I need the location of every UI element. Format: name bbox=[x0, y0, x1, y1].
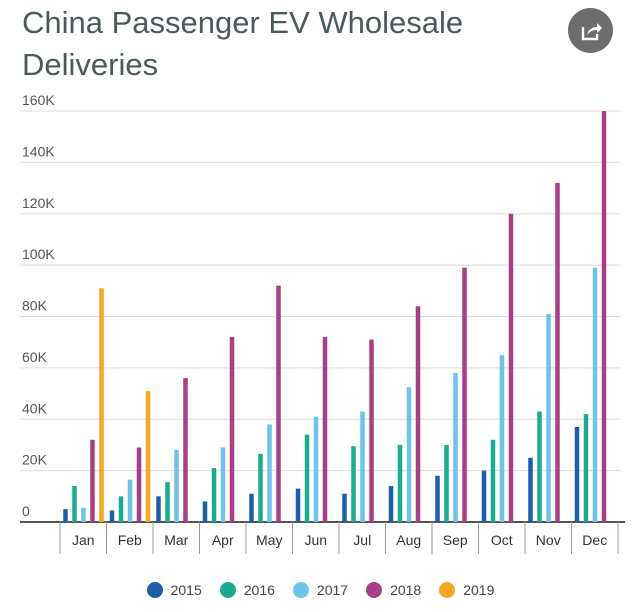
legend-marker bbox=[146, 582, 163, 598]
legend-item-2017[interactable]: 2017 bbox=[292, 582, 349, 598]
bar-2018-oct[interactable] bbox=[508, 213, 514, 522]
y-tick-label: 100K bbox=[22, 246, 55, 262]
bar-2017-jul[interactable] bbox=[360, 411, 365, 522]
bar-2015-feb[interactable] bbox=[109, 510, 115, 522]
y-tick-label: 20K bbox=[22, 452, 48, 468]
bar-2017-apr[interactable] bbox=[220, 447, 226, 522]
bar-2018-dec[interactable] bbox=[601, 111, 607, 522]
x-tick-label: Jul bbox=[353, 532, 371, 548]
legend-marker bbox=[439, 582, 456, 598]
y-tick-label: 160K bbox=[22, 92, 55, 108]
bar-2018-nov[interactable] bbox=[555, 182, 560, 523]
bar-2015-jun[interactable] bbox=[295, 488, 301, 522]
bar-2017-nov[interactable] bbox=[546, 313, 551, 522]
x-tick-label: Jun bbox=[304, 532, 327, 548]
bar-2015-dec[interactable] bbox=[574, 426, 580, 522]
legend-marker bbox=[366, 582, 383, 598]
bar-2016-may[interactable] bbox=[258, 453, 263, 522]
x-tick-label: Sep bbox=[443, 532, 468, 548]
bar-2016-apr[interactable] bbox=[211, 468, 217, 522]
legend-item-2015[interactable]: 2015 bbox=[146, 582, 202, 598]
x-tick-label: Apr bbox=[212, 532, 234, 548]
bar-2016-nov[interactable] bbox=[537, 411, 542, 522]
legend-label: 2016 bbox=[243, 582, 275, 598]
bar-2017-sep[interactable] bbox=[453, 373, 458, 522]
legend-item-2016[interactable]: 2016 bbox=[219, 582, 275, 598]
bar-2015-may[interactable] bbox=[249, 493, 254, 522]
y-tick-label: 60K bbox=[22, 349, 48, 365]
bar-2017-jun[interactable] bbox=[313, 416, 319, 522]
bar-2016-oct[interactable] bbox=[490, 439, 496, 522]
x-tick-label: Feb bbox=[118, 532, 142, 548]
bar-chart: 0 20K 40K 60K 80K 100K 120K 140K 160K Jan Feb Mar Ap… bbox=[20, 92, 625, 554]
y-tick-label: 0 bbox=[22, 503, 30, 519]
bar-2016-jan[interactable] bbox=[72, 486, 77, 522]
bar-2018-apr[interactable] bbox=[229, 337, 235, 522]
bar-2015-nov[interactable] bbox=[528, 457, 533, 522]
bar-2018-mar[interactable] bbox=[183, 378, 188, 522]
legend-marker bbox=[219, 582, 236, 598]
bar-2018-feb[interactable] bbox=[136, 447, 142, 522]
bar-2016-aug[interactable] bbox=[397, 444, 403, 522]
bar-2016-dec[interactable] bbox=[583, 414, 589, 522]
bar-2017-mar[interactable] bbox=[174, 450, 179, 522]
bar-2019-feb[interactable] bbox=[145, 390, 151, 522]
bar-2018-jul[interactable] bbox=[369, 339, 374, 522]
bar-2015-oct[interactable] bbox=[481, 470, 487, 522]
legend-item-2018[interactable]: 2018 bbox=[366, 582, 421, 598]
y-tick-label: 40K bbox=[22, 400, 48, 416]
bar-2016-mar[interactable] bbox=[165, 482, 170, 522]
bar-2018-jan[interactable] bbox=[90, 439, 95, 522]
bar-2015-mar[interactable] bbox=[156, 496, 161, 522]
bar-2016-jul[interactable] bbox=[351, 446, 356, 522]
y-tick-label: 140K bbox=[22, 143, 55, 159]
legend-marker bbox=[292, 582, 309, 598]
x-tick-label: Nov bbox=[536, 532, 561, 548]
legend-label: 2019 bbox=[463, 582, 495, 598]
bar-2018-may[interactable] bbox=[276, 285, 281, 522]
bar-2017-feb[interactable] bbox=[127, 479, 133, 522]
legend-label: 2017 bbox=[316, 582, 349, 598]
bar-2015-jul[interactable] bbox=[342, 493, 347, 522]
bar-2017-oct[interactable] bbox=[499, 355, 505, 522]
bar-2017-aug[interactable] bbox=[406, 387, 412, 522]
chart-title: China Passenger EV Wholesale Deliveries bbox=[22, 5, 464, 82]
x-tick-label: Dec bbox=[582, 532, 607, 548]
bar-2016-feb[interactable] bbox=[118, 496, 124, 522]
x-tick-label: May bbox=[256, 532, 282, 548]
legend: 2015 2016 2017 2018 2019 bbox=[0, 582, 641, 598]
x-tick-label: Mar bbox=[164, 532, 188, 548]
bar-2016-jun[interactable] bbox=[304, 434, 310, 522]
x-tick-label: Oct bbox=[491, 532, 513, 548]
share-icon bbox=[581, 22, 602, 40]
y-tick-label: 120K bbox=[22, 195, 55, 211]
legend-label: 2015 bbox=[170, 582, 202, 598]
bar-2018-jun[interactable] bbox=[322, 337, 328, 522]
bar-2017-dec[interactable] bbox=[592, 267, 598, 522]
bar-2015-apr[interactable] bbox=[202, 501, 208, 522]
legend-item-2019[interactable]: 2019 bbox=[439, 582, 494, 598]
bar-2018-aug[interactable] bbox=[415, 306, 421, 522]
share-button[interactable] bbox=[568, 8, 613, 53]
x-tick-label: Jan bbox=[72, 532, 95, 548]
bar-2016-sep[interactable] bbox=[444, 444, 449, 522]
bar-2015-jan[interactable] bbox=[63, 509, 68, 522]
bar-2018-sep[interactable] bbox=[462, 267, 467, 522]
bar-2015-sep[interactable] bbox=[435, 475, 440, 522]
x-tick-label: Aug bbox=[396, 532, 421, 548]
bar-2017-may[interactable] bbox=[267, 424, 272, 522]
bar-2015-aug[interactable] bbox=[388, 486, 394, 522]
y-tick-label: 80K bbox=[22, 298, 48, 314]
legend-label: 2018 bbox=[390, 582, 422, 598]
bar-2019-jan[interactable] bbox=[99, 288, 104, 522]
bar-2017-jan[interactable] bbox=[81, 507, 86, 522]
